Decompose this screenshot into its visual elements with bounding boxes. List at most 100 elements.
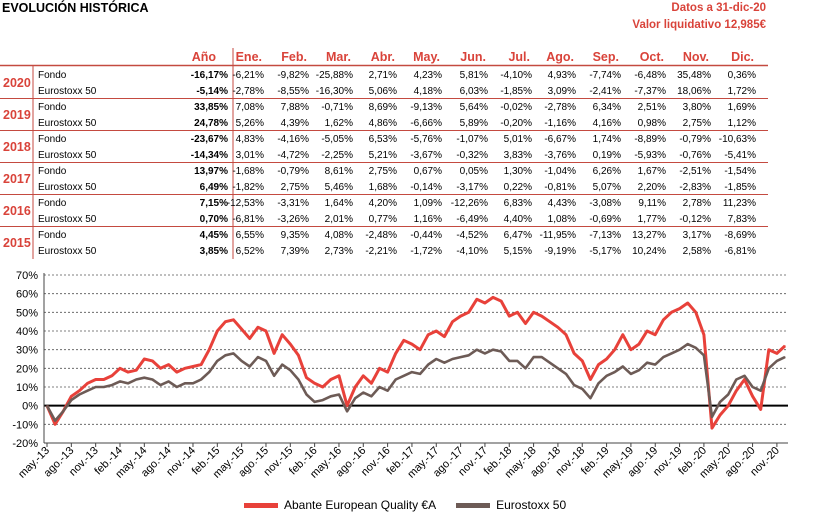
data-point-fund [711,427,713,429]
table-cell: -5,76% [410,134,442,145]
data-point-index [54,420,56,422]
data-point-index [78,393,80,396]
data-point-fund [143,358,145,360]
data-point-fund [451,321,454,323]
table-cell: 4,93% [548,70,576,81]
table-cell: -6,66% [410,118,442,129]
data-point-index [476,349,478,351]
data-point-index [232,352,235,354]
table-header-0: Año [192,50,217,64]
data-point-index [735,378,737,381]
data-point-index [484,352,486,354]
data-point-fund [760,408,762,410]
data-point-fund [249,337,251,340]
table-cell: -1,85% [500,86,532,97]
table-cell: 10,24% [632,246,666,257]
data-point-fund [476,298,478,300]
table-cell: -8,69% [724,230,756,241]
data-point-index [168,380,170,382]
y-tick-label: 50% [16,307,38,319]
data-point-index [760,390,762,392]
table-cell: 1,74% [593,134,621,145]
data-point-index [241,360,243,362]
data-point-index [62,410,64,412]
legend-item-fund: Abante European Quality €A [244,498,436,512]
data-point-index [727,393,729,396]
table-cell: -7,74% [589,70,621,81]
table-cell: -2,78% [232,86,264,97]
table-cell: -3,08% [589,198,621,209]
legend-label-fund: Abante European Quality €A [284,498,437,512]
table-cell-ytd: 7,15% [200,198,228,209]
data-point-fund [411,343,413,345]
table-cell-ytd: 0,70% [200,214,228,225]
table-cell-ytd: -14,34% [191,150,228,161]
data-point-fund [216,330,218,332]
data-point-fund [427,334,429,336]
table-cell: -7,13% [589,230,621,241]
data-point-fund [752,395,754,397]
table-cell: 1,68% [369,182,397,193]
table-cell: 2,78% [683,198,711,209]
table-cell: 0,77% [369,214,397,225]
table-header-12: Dic. [731,50,754,64]
table-cell: 3,80% [683,102,711,113]
data-point-fund [743,378,746,381]
data-point-index [679,349,681,351]
table-cell: -0,79% [679,134,711,145]
data-point-index [387,390,389,392]
table-header-9: Sep. [593,50,619,64]
table-cell: -3,76% [544,150,576,161]
table-year-2016: 2016 [3,204,31,218]
data-point-index [638,369,640,371]
data-point-fund [735,390,737,392]
data-point-fund [168,364,170,366]
series-line-fund [45,295,787,430]
data-point-fund [151,360,153,362]
table-cell: -0,76% [679,150,711,161]
table-cell: 5,07% [593,182,621,193]
table-cell: -4,52% [456,230,488,241]
nav-value: Valor liquidativo 12,985€ [632,19,766,31]
data-point-fund [362,375,364,377]
data-point-fund [419,349,421,351]
table-cell: 11,23% [723,198,756,209]
table-header-5: May. [413,50,440,64]
table-cell: -0,02% [500,102,532,113]
data-point-fund [638,343,640,345]
data-point-index [508,360,510,362]
data-point-fund [703,334,705,336]
table-cell: -0,81% [544,182,576,193]
data-point-fund [614,349,616,351]
data-point-index [192,382,194,384]
data-point-fund [541,315,543,317]
data-point-fund [670,311,673,313]
data-point-fund [484,302,486,304]
data-point-index [127,382,129,384]
table-cell: -12,26% [451,198,488,209]
table-cell: 35,48% [677,70,711,81]
data-point-fund [95,378,97,381]
data-point-index [524,367,527,369]
data-point-fund [557,326,559,328]
table-row-label: Fondo [38,230,67,241]
table-cell: -0,79% [277,166,309,177]
data-point-fund [281,334,283,336]
table-cell: 4,23% [414,70,442,81]
table-row-label: Fondo [38,102,67,113]
data-point-index [622,365,624,368]
table-cell: -2,83% [679,182,711,193]
data-point-index [443,362,445,364]
data-point-fund [330,378,332,381]
data-point-fund [305,377,308,379]
table-cell: -1,68% [232,166,264,177]
table-cell: -1,72% [410,246,442,257]
data-point-index [670,352,673,354]
table-row-label: Eurostoxx 50 [38,86,97,97]
data-point-index [403,375,405,377]
table-cell: -0,44% [410,230,442,241]
data-point-fund [257,326,259,328]
data-point-fund [395,352,397,354]
table-cell: -5,41% [724,150,756,161]
table-cell: -4,10% [456,246,488,257]
